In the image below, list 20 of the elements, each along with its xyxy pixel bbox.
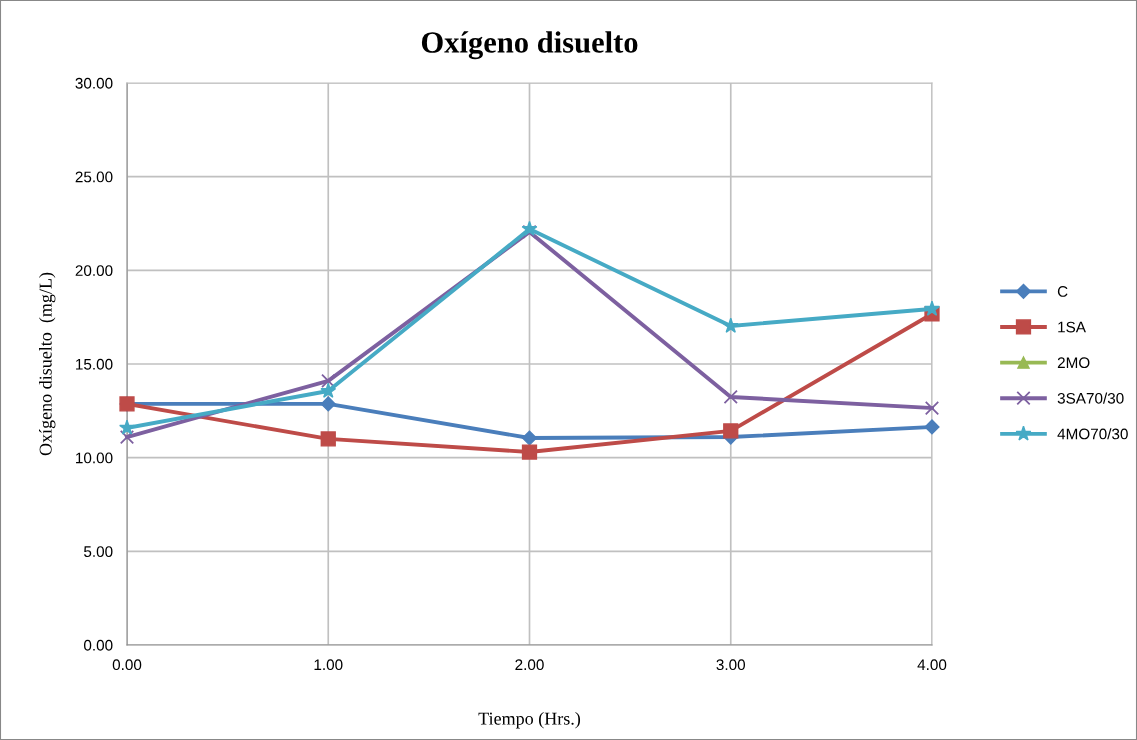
- y-axis-title: Oxígeno disuelto (mg/L): [38, 272, 56, 456]
- y-tick-label: 30.00: [75, 77, 113, 89]
- y-tick-label: 10.00: [76, 452, 113, 464]
- y-tick-label: 0.00: [83, 639, 113, 651]
- legend-label: C: [1057, 286, 1068, 297]
- legend-label: 3SA70/30: [1057, 392, 1124, 404]
- legend-label: 4MO70/30: [1057, 428, 1128, 440]
- x-tick-label: 1.00: [314, 659, 343, 671]
- x-tick-label: 0.00: [112, 659, 142, 671]
- legend-label: 2MO: [1057, 357, 1090, 369]
- x-tick-label: 2.00: [515, 659, 544, 671]
- x-axis-title: Tiempo (Hrs.): [478, 712, 581, 729]
- chart-title: Oxígeno disuelto: [421, 31, 638, 60]
- y-tick-label: 20.00: [75, 265, 113, 277]
- x-tick-label: 3.00: [716, 659, 746, 671]
- x-tick-label: 4.00: [917, 659, 947, 671]
- y-tick-label: 5.00: [83, 546, 113, 558]
- legend-label: 1SA: [1058, 321, 1086, 333]
- y-tick-label: 25.00: [75, 171, 113, 183]
- y-tick-label: 15.00: [76, 358, 113, 370]
